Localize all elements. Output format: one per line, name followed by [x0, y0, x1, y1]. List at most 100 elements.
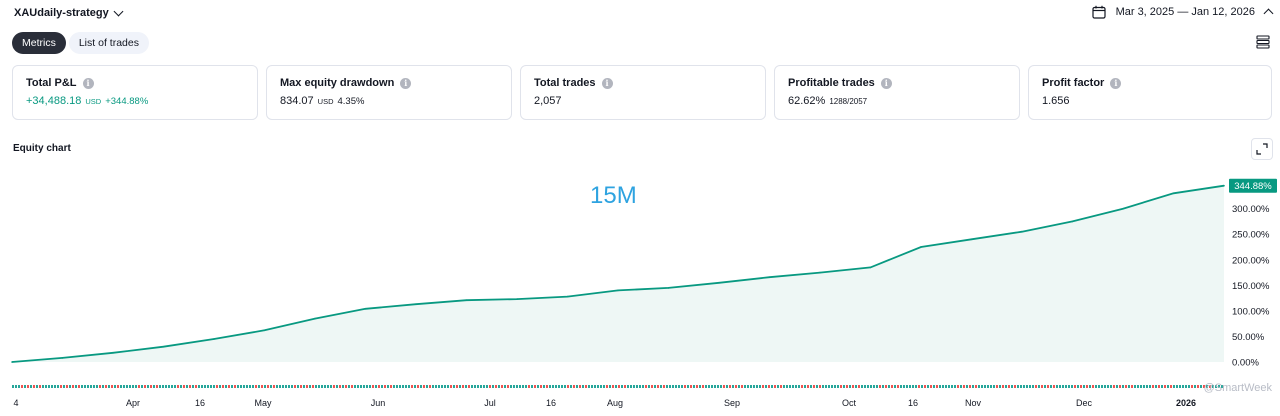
trade-marker — [594, 385, 596, 388]
trade-marker — [1032, 385, 1034, 388]
trade-marker — [276, 385, 278, 388]
trade-marker — [1179, 385, 1181, 388]
trade-marker — [732, 385, 734, 388]
trade-marker — [600, 385, 602, 388]
trade-marker — [486, 385, 488, 388]
date-range-picker[interactable]: Mar 3, 2025 — Jan 12, 2026 — [1091, 5, 1274, 19]
trade-marker — [696, 385, 698, 388]
trade-marker — [366, 385, 368, 388]
trade-marker — [621, 385, 623, 388]
trade-marker — [684, 385, 686, 388]
metric-card-profit-factor: Profit factor i 1.656 — [1028, 65, 1272, 120]
trade-marker — [648, 385, 650, 388]
info-icon[interactable]: i — [601, 77, 613, 89]
trade-marker — [1188, 385, 1190, 388]
trade-marker — [186, 385, 188, 388]
strategy-name: XAUdaily-strategy — [14, 7, 109, 19]
x-tick-label: 16 — [908, 398, 918, 408]
data-point — [920, 246, 922, 248]
trade-marker — [240, 385, 242, 388]
trade-marker — [498, 385, 500, 388]
trade-marker — [606, 385, 608, 388]
trade-marker — [546, 385, 548, 388]
trade-marker — [342, 385, 344, 388]
trade-marker — [1182, 385, 1184, 388]
trade-marker — [177, 385, 179, 388]
trade-marker — [921, 385, 923, 388]
trade-marker — [828, 385, 830, 388]
list-view-icon[interactable] — [1256, 35, 1270, 49]
trade-marker — [1215, 385, 1217, 388]
trade-marker — [321, 385, 323, 388]
trade-marker — [309, 385, 311, 388]
trade-marker — [210, 385, 212, 388]
trade-marker — [690, 385, 692, 388]
x-tick-label: Aug — [607, 398, 623, 408]
trade-marker — [270, 385, 272, 388]
trade-marker — [66, 385, 68, 388]
date-range-text: Mar 3, 2025 — Jan 12, 2026 — [1115, 6, 1255, 18]
trade-marker — [582, 385, 584, 388]
data-point — [1172, 192, 1175, 195]
trade-marker — [663, 385, 665, 388]
info-icon[interactable]: i — [82, 77, 94, 89]
trade-marker — [786, 385, 788, 388]
trade-marker — [1011, 385, 1013, 388]
info-icon[interactable]: i — [880, 77, 892, 89]
data-point — [61, 357, 64, 359]
trade-marker — [351, 385, 353, 388]
trade-marker — [117, 385, 119, 388]
trade-marker — [18, 385, 20, 388]
trade-marker — [915, 385, 917, 388]
trade-marker — [960, 385, 962, 388]
strategy-selector[interactable]: XAUdaily-strategy — [14, 6, 124, 19]
trade-marker — [1116, 385, 1118, 388]
metric-card-profitable-trades: Profitable trades i 62.62% 1288/2057 — [774, 65, 1020, 120]
trade-marker — [918, 385, 920, 388]
tab-list-of-trades[interactable]: List of trades — [68, 32, 149, 54]
trade-marker — [114, 385, 116, 388]
trade-marker — [108, 385, 110, 388]
trade-marker — [1149, 385, 1151, 388]
trade-marker — [318, 385, 320, 388]
metric-card-max-drawdown: Max equity drawdown i 834.07 USD 4.35% — [266, 65, 512, 120]
x-tick-label: Jun — [371, 398, 386, 408]
watermark: @SmartWeek — [1203, 382, 1272, 394]
trade-marker — [39, 385, 41, 388]
trade-marker — [234, 385, 236, 388]
trade-marker — [543, 385, 545, 388]
trade-marker — [417, 385, 419, 388]
trade-marker — [945, 385, 947, 388]
trade-marker — [852, 385, 854, 388]
info-icon[interactable]: i — [400, 77, 412, 89]
trade-marker — [27, 385, 29, 388]
trade-marker — [1014, 385, 1016, 388]
trade-marker — [708, 385, 710, 388]
trade-marker — [951, 385, 953, 388]
trade-marker — [348, 385, 350, 388]
trade-marker — [471, 385, 473, 388]
trade-marker — [573, 385, 575, 388]
trade-marker — [1173, 385, 1175, 388]
trade-marker — [729, 385, 731, 388]
trade-marker — [597, 385, 599, 388]
trade-marker — [144, 385, 146, 388]
trade-marker — [855, 385, 857, 388]
trade-marker — [906, 385, 908, 388]
trade-marker — [258, 385, 260, 388]
trade-marker — [423, 385, 425, 388]
trade-marker — [888, 385, 890, 388]
trade-marker — [129, 385, 131, 388]
tab-metrics[interactable]: Metrics — [12, 32, 66, 54]
trade-marker — [93, 385, 95, 388]
trade-marker — [315, 385, 317, 388]
trade-marker — [642, 385, 644, 388]
trade-marker — [1080, 385, 1082, 388]
expand-chart-button[interactable] — [1251, 138, 1273, 160]
trade-marker — [1071, 385, 1073, 388]
trade-marker — [1098, 385, 1100, 388]
trade-marker — [1020, 385, 1022, 388]
trade-marker — [1038, 385, 1040, 388]
info-icon[interactable]: i — [1110, 77, 1122, 89]
trade-marker — [942, 385, 944, 388]
